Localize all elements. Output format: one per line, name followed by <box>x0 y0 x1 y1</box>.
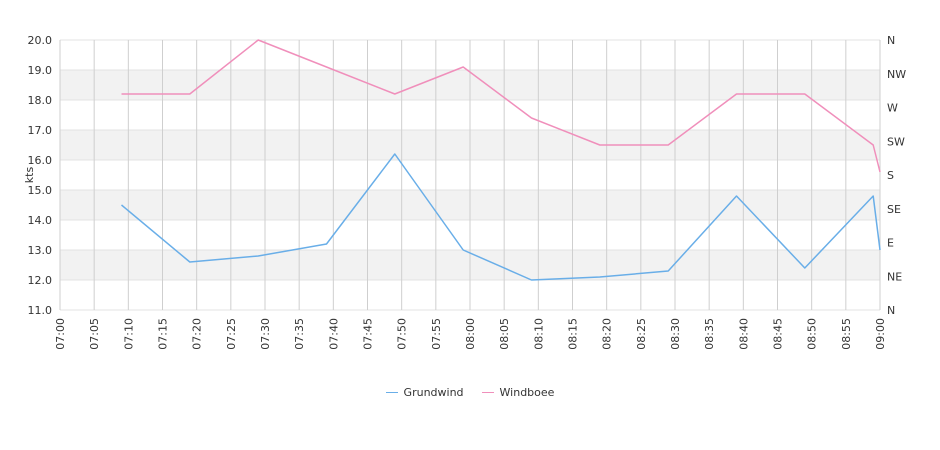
y-tick-label: 16.0 <box>28 154 53 167</box>
legend-label-grundwind: Grundwind <box>403 386 464 399</box>
right-axis-label: SE <box>887 203 901 216</box>
x-tick-label: 08:30 <box>669 318 682 350</box>
right-axis-label: N <box>887 34 895 47</box>
right-axis-label: S <box>887 169 894 182</box>
y-tick-label: 18.0 <box>28 94 53 107</box>
x-tick-label: 08:20 <box>601 318 614 350</box>
y-tick-label: 15.0 <box>28 184 53 197</box>
x-tick-label: 08:25 <box>635 318 648 350</box>
x-tick-label: 08:40 <box>737 318 750 350</box>
x-tick-label: 07:45 <box>362 318 375 350</box>
x-tick-label: 09:00 <box>874 318 887 350</box>
x-tick-label: 07:15 <box>157 318 170 350</box>
x-tick-label: 07:50 <box>396 318 409 350</box>
x-tick-label: 07:05 <box>88 318 101 350</box>
y-tick-label: 14.0 <box>28 214 53 227</box>
right-axis-label: SW <box>887 135 905 148</box>
y-tick-label: 11.0 <box>28 304 53 317</box>
y-tick-label: 13.0 <box>28 244 53 257</box>
x-tick-label: 08:55 <box>840 318 853 350</box>
y-tick-label: 19.0 <box>28 64 53 77</box>
x-tick-label: 08:00 <box>464 318 477 350</box>
x-tick-label: 07:00 <box>54 318 67 350</box>
x-tick-label: 07:35 <box>293 318 306 350</box>
x-tick-label: 08:05 <box>498 318 511 350</box>
legend-label-windboee: Windboee <box>499 386 555 399</box>
x-tick-label: 08:10 <box>532 318 545 350</box>
right-axis-label: N <box>887 304 895 317</box>
legend-swatch-windboee <box>481 392 494 393</box>
legend-swatch-grundwind <box>385 392 398 393</box>
x-tick-label: 07:10 <box>122 318 135 350</box>
y-tick-label: 17.0 <box>28 124 53 137</box>
x-tick-label: 08:50 <box>806 318 819 350</box>
legend: Grundwind Windboee <box>0 386 940 399</box>
x-tick-label: 08:45 <box>772 318 785 350</box>
right-axis-label: W <box>887 102 898 115</box>
x-tick-label: 07:20 <box>191 318 204 350</box>
x-tick-label: 08:35 <box>703 318 716 350</box>
y-axis-label: kts <box>23 167 36 184</box>
legend-item-grundwind[interactable]: Grundwind <box>385 386 464 399</box>
x-tick-label: 07:30 <box>259 318 272 350</box>
x-tick-label: 07:25 <box>225 318 238 350</box>
right-axis-label: NE <box>887 270 902 283</box>
x-tick-label: 07:40 <box>327 318 340 350</box>
series-line-grundwind <box>121 153 881 281</box>
y-tick-label: 20.0 <box>28 34 53 47</box>
series-line-windboee <box>121 39 881 173</box>
y-tick-label: 12.0 <box>28 274 53 287</box>
legend-item-windboee[interactable]: Windboee <box>481 386 555 399</box>
right-axis-label: NW <box>887 68 906 81</box>
x-tick-label: 07:55 <box>430 318 443 350</box>
x-tick-label: 08:15 <box>567 318 580 350</box>
right-axis-label: E <box>887 237 894 250</box>
